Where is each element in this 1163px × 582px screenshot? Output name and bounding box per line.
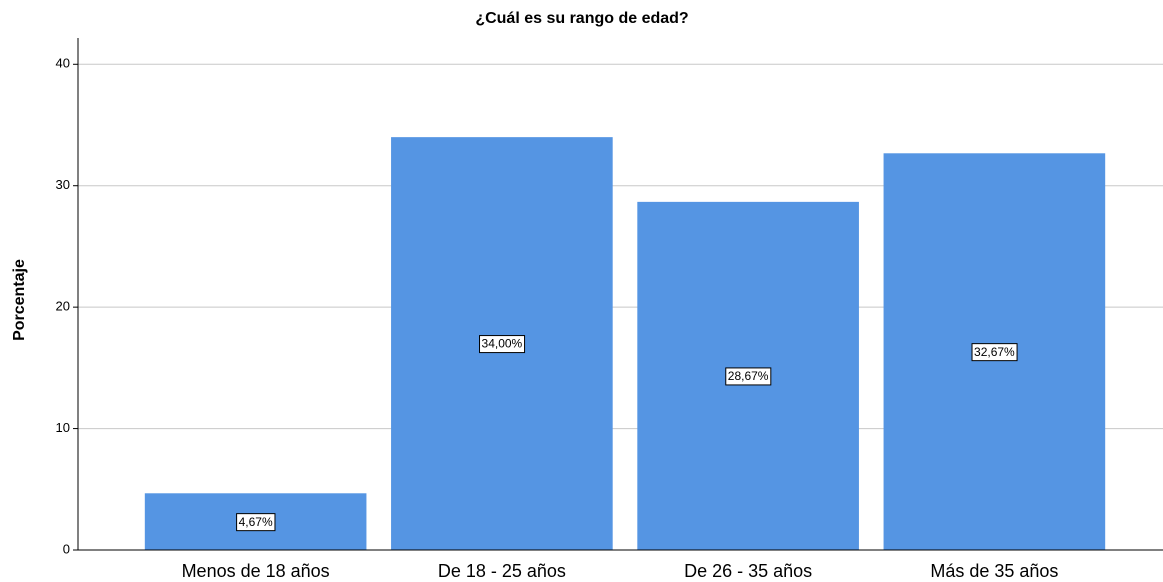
value-label: 32,67%	[971, 343, 1018, 362]
value-label-box	[236, 513, 276, 532]
value-label: 4,67%	[236, 513, 276, 532]
value-label-text: 28,67%	[728, 369, 769, 383]
x-tick-label: De 26 - 35 años	[684, 561, 812, 581]
chart-title: ¿Cuál es su rango de edad?	[475, 10, 688, 27]
y-tick-label: 40	[56, 56, 70, 71]
y-axis-label: Porcentaje	[11, 259, 28, 341]
value-label-box	[725, 367, 772, 386]
y-tick-label: 20	[56, 299, 70, 314]
x-tick-label: De 18 - 25 años	[438, 561, 566, 581]
x-tick-label: Menos de 18 años	[182, 561, 330, 581]
value-label-text: 34,00%	[482, 337, 523, 351]
value-label: 28,67%	[725, 367, 772, 386]
y-tick-label: 0	[63, 541, 70, 556]
value-label: 34,00%	[479, 335, 526, 354]
value-label-box	[479, 335, 526, 354]
y-tick-label: 10	[56, 420, 70, 435]
value-label-text: 4,67%	[239, 515, 273, 529]
value-label-text: 32,67%	[974, 345, 1015, 359]
value-label-box	[971, 343, 1018, 362]
x-tick-label: Más de 35 años	[930, 561, 1058, 581]
y-tick-label: 30	[56, 177, 70, 192]
